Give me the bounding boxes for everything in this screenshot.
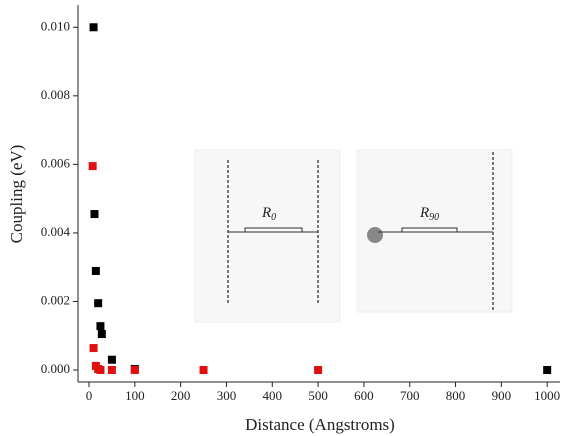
marker [94,299,103,308]
annotation: R90 [419,205,439,223]
annotation-subscript: 90 [429,212,439,223]
marker [89,344,98,353]
x-tick-label: 700 [400,388,420,403]
annotation: R0 [261,205,276,223]
x-tick-label: 500 [308,388,328,403]
x-tick-label: 600 [354,388,374,403]
x-tick-label: 1000 [534,388,560,403]
x-tick-label: 200 [171,388,191,403]
inset-r0 [194,149,341,323]
marker [314,366,323,375]
marker [91,266,100,275]
annotation-subscript: 0 [271,212,276,223]
x-tick-label: 300 [217,388,237,403]
marker [107,366,116,375]
x-axis-title: Distance (Angstroms) [245,415,395,434]
distance-brace [401,227,458,233]
annotation-label: R [419,205,429,221]
marker [96,366,105,375]
inset-images: R0 R90 [194,149,513,323]
x-tick-label: 900 [492,388,512,403]
marker [97,330,106,339]
polymer-end-view [367,227,383,243]
marker [89,23,98,32]
y-axis-title: Coupling (eV) [7,145,26,244]
y-tick-label: 0.000 [41,361,70,376]
marker [96,322,105,331]
x-tick-label: 0 [86,388,93,403]
y-tick-label: 0.008 [41,87,70,102]
x-tick-label: 400 [263,388,283,403]
y-tick-label: 0.010 [41,18,70,33]
marker [199,366,208,375]
distance-brace [244,227,303,233]
marker [107,355,116,364]
y-tick-label: 0.006 [41,155,71,170]
x-tick-label: 800 [446,388,466,403]
y-tick-label: 0.002 [41,292,70,307]
marker [90,210,99,219]
marker [88,162,97,171]
y-tick-label: 0.004 [41,224,71,239]
marker [543,366,552,375]
annotation-label: R [261,205,271,221]
x-tick-label: 100 [125,388,145,403]
marker [130,366,139,375]
inset-r90 [356,149,513,313]
